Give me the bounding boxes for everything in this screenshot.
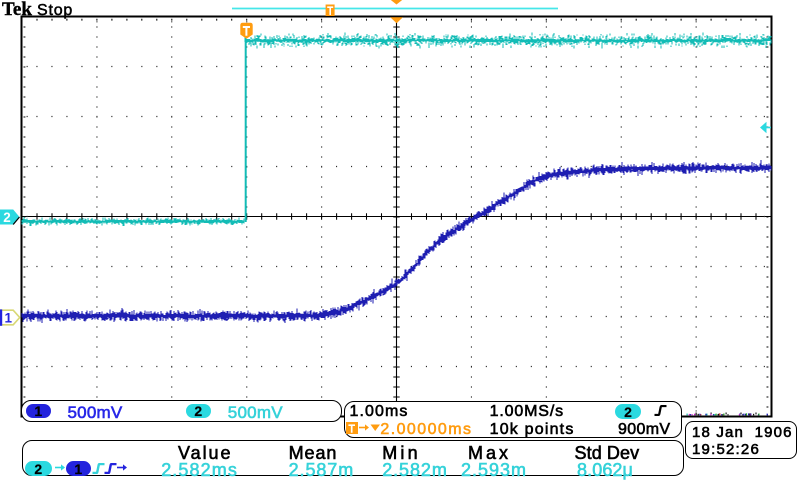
svg-text:1: 1 — [4, 310, 12, 325]
svg-text:2: 2 — [3, 210, 11, 225]
